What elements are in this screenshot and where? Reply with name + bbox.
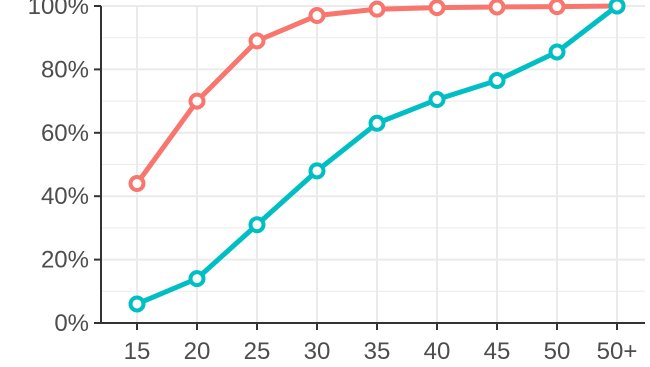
x-tick-label: 35	[364, 338, 391, 365]
data-point	[488, 0, 506, 16]
x-tick-label: 20	[184, 338, 211, 365]
y-tick-label: 100%	[28, 0, 89, 20]
data-point	[428, 0, 446, 17]
axes	[100, 6, 645, 324]
x-tick-label: 50+	[597, 338, 638, 365]
series-group	[128, 0, 626, 313]
x-tick-label: 40	[424, 338, 451, 365]
y-axis-ticks: 0% 20% 40% 60% 80% 100%	[28, 0, 101, 337]
data-point	[128, 295, 146, 313]
data-point	[188, 270, 206, 288]
y-tick-label: 80%	[41, 56, 89, 83]
series-1	[128, 0, 626, 193]
data-point	[308, 7, 326, 25]
data-point	[548, 0, 566, 16]
data-point	[428, 91, 446, 109]
y-tick-label: 40%	[41, 183, 89, 210]
x-tick-label: 45	[484, 338, 511, 365]
data-point	[368, 114, 386, 132]
y-tick-label: 60%	[41, 120, 89, 147]
data-point	[248, 216, 266, 234]
data-point	[608, 0, 626, 15]
data-point	[308, 162, 326, 180]
data-point	[548, 43, 566, 61]
data-point	[188, 92, 206, 110]
x-tick-label: 30	[304, 338, 331, 365]
x-tick-label: 15	[124, 338, 151, 365]
data-point	[368, 0, 386, 18]
x-axis-ticks: 15 20 25 30 35 40 45 50 50+	[124, 323, 638, 365]
data-point	[488, 71, 506, 89]
y-tick-label: 0%	[54, 310, 89, 337]
x-tick-label: 50	[544, 338, 571, 365]
y-tick-label: 20%	[41, 247, 89, 274]
data-point	[248, 32, 266, 50]
series-2	[128, 0, 626, 313]
x-tick-label: 25	[244, 338, 271, 365]
data-point	[128, 175, 146, 193]
